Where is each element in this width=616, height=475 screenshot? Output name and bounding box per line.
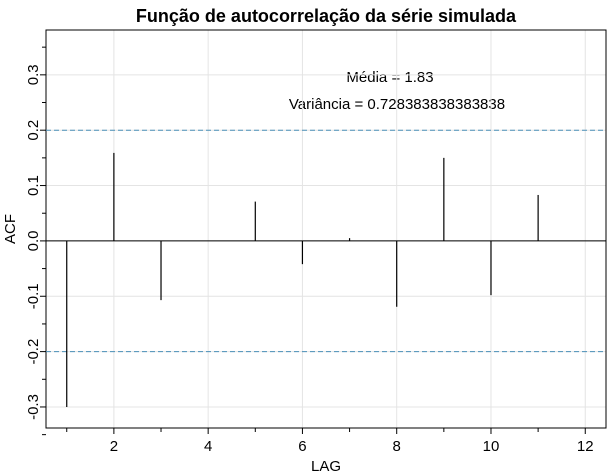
x-tick-label: 12 — [577, 438, 594, 455]
x-tick-label: 2 — [110, 438, 118, 455]
chart-title: Função de autocorrelação da série simula… — [136, 6, 517, 26]
x-tick-label: 6 — [298, 438, 306, 455]
x-tick-label: 10 — [483, 438, 500, 455]
plot-frame — [45, 29, 607, 429]
y-tick-label: -0.2 — [25, 339, 42, 365]
y-tick-label: 0.1 — [25, 175, 42, 196]
x-tick-label: 8 — [393, 438, 401, 455]
y-tick-label: 0.0 — [25, 230, 42, 251]
annotation: Média = 1.83 — [346, 69, 433, 86]
y-tick-label: 0.3 — [25, 64, 42, 85]
y-tick-label: 0.2 — [25, 120, 42, 141]
x-axis-label: LAG — [311, 458, 341, 475]
x-tick-label: 4 — [204, 438, 212, 455]
y-axis-label: ACF — [2, 214, 19, 244]
y-tick-label: -0.1 — [25, 283, 42, 309]
y-tick-label: -0.3 — [25, 394, 42, 420]
